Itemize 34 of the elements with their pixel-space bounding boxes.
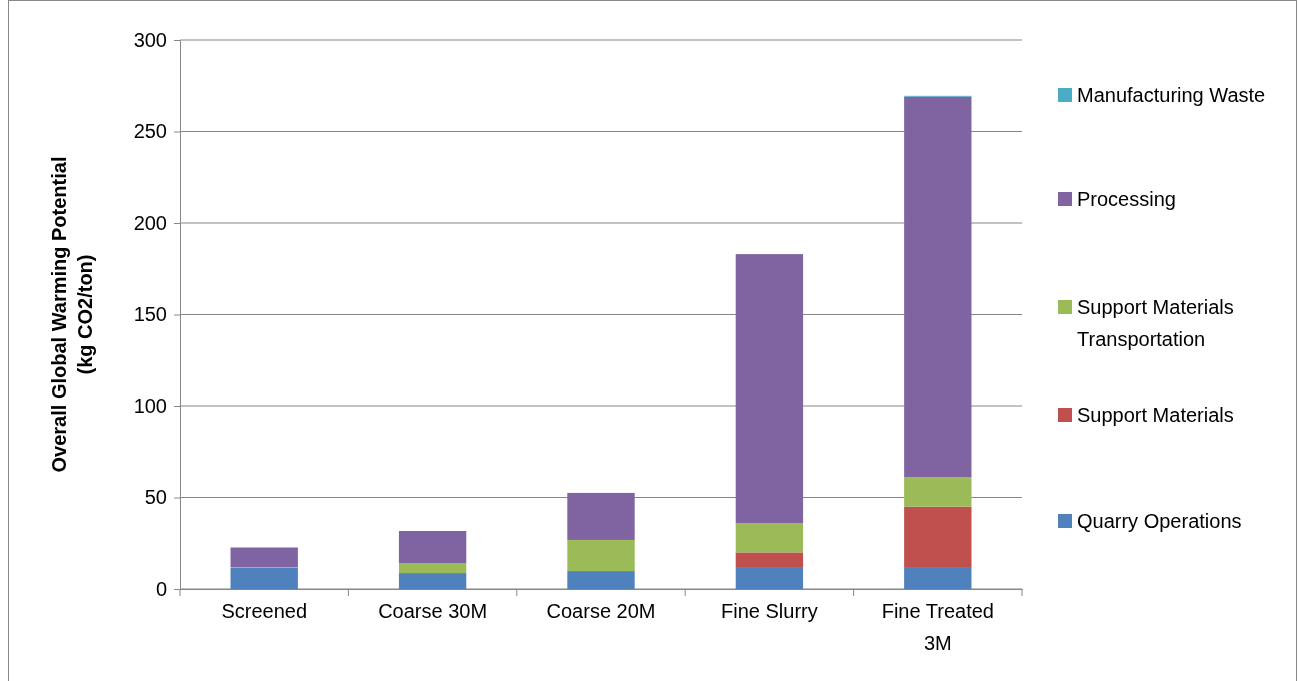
- legend-label: Support Materials Transportation: [1077, 296, 1234, 350]
- y-axis-title: Overall Global Warming Potential (kg CO2/ton): [48, 156, 96, 473]
- bar: [735, 254, 804, 524]
- bar: [230, 567, 298, 589]
- y-tick-label: 100: [133, 394, 167, 417]
- legend-label: Processing: [1077, 188, 1176, 210]
- bar: [735, 552, 804, 568]
- legend-label: Quarry Operations: [1077, 510, 1242, 532]
- bar: [398, 573, 467, 589]
- bar: [567, 492, 635, 540]
- bar: [904, 567, 972, 589]
- y-tick-label: 50: [144, 486, 167, 509]
- x-tick-label: Screened: [221, 600, 308, 622]
- bar: [904, 506, 972, 568]
- bar: [398, 530, 467, 564]
- y-tick-label: 0: [155, 577, 167, 600]
- bar: [398, 563, 467, 574]
- bar: [904, 96, 972, 478]
- legend-label: Support Materials: [1077, 404, 1234, 426]
- bar: [567, 571, 635, 589]
- x-tick-label: Coarse 20M: [546, 600, 656, 622]
- x-tick-label: Fine Slurry: [721, 600, 818, 622]
- bar: [735, 523, 804, 553]
- y-tick-label: 300: [133, 28, 167, 51]
- x-tick-label: Coarse 30M: [378, 600, 488, 622]
- bar: [904, 477, 972, 507]
- y-tick-label: 250: [133, 120, 167, 143]
- y-tick-label: 200: [133, 211, 167, 234]
- bar: [735, 567, 804, 589]
- bar: [230, 547, 298, 568]
- x-tick-label: Fine Treated 3M: [881, 600, 994, 654]
- y-tick-label: 150: [133, 303, 167, 326]
- legend-label: Manufacturing Waste: [1077, 84, 1266, 106]
- bar: [567, 539, 635, 572]
